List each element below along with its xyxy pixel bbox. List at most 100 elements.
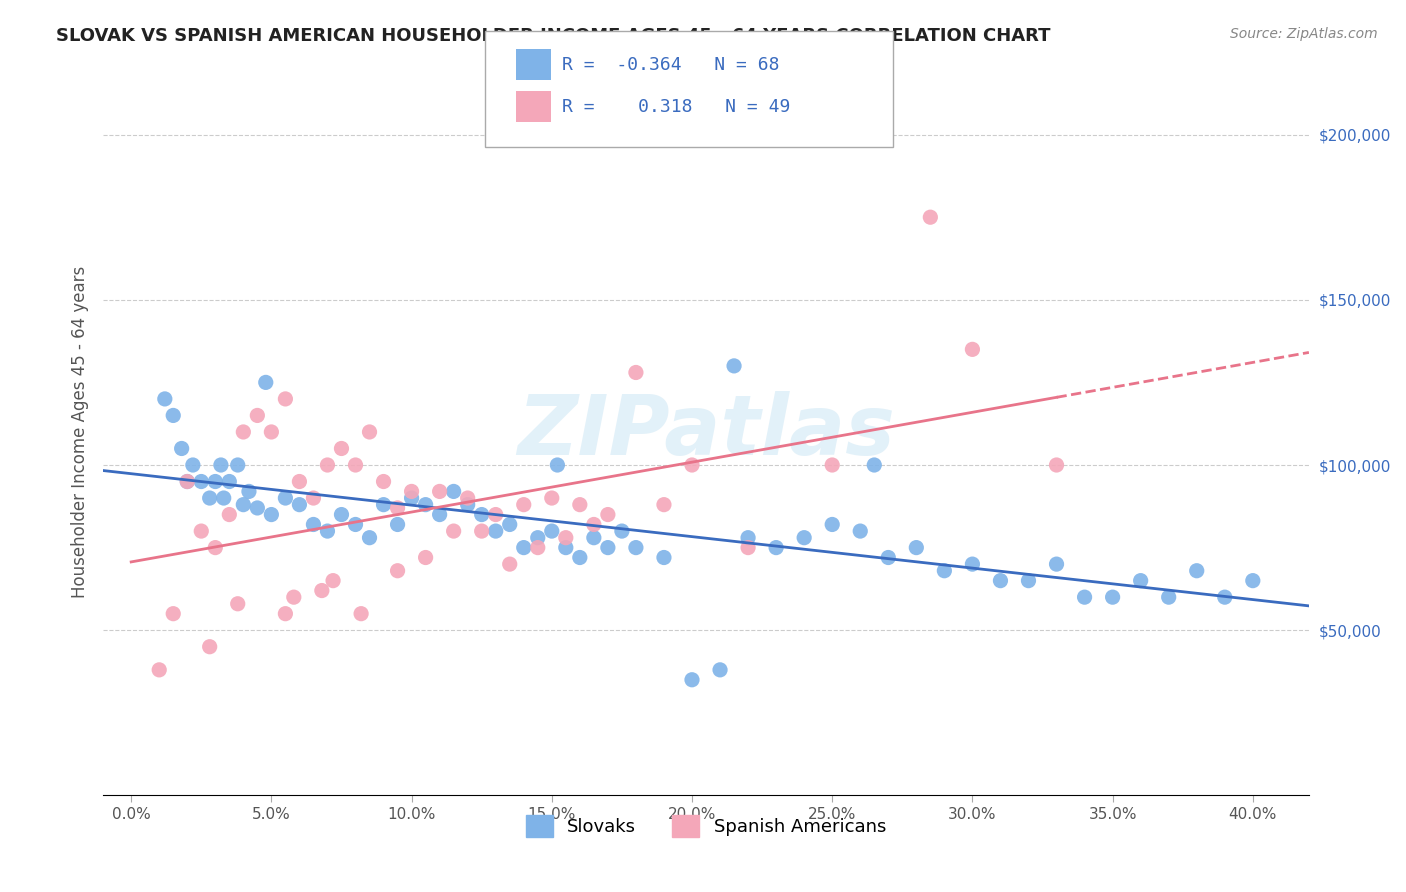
Point [359, 425, 381, 439]
Point [1213, 590, 1236, 604]
Point [582, 531, 605, 545]
Point [162, 607, 184, 621]
Point [624, 366, 647, 380]
Y-axis label: Householder Income Ages 45 - 64 years: Householder Income Ages 45 - 64 years [72, 266, 89, 598]
Point [246, 500, 269, 515]
Point [198, 491, 221, 505]
Point [737, 531, 759, 545]
Point [429, 484, 451, 499]
Point [209, 458, 232, 472]
Point [709, 663, 731, 677]
Point [1045, 458, 1067, 472]
Point [554, 531, 576, 545]
Point [415, 550, 437, 565]
Point [1073, 590, 1095, 604]
Point [990, 574, 1012, 588]
Point [624, 541, 647, 555]
Point [765, 541, 787, 555]
Point [568, 550, 591, 565]
Point [181, 458, 204, 472]
Text: SLOVAK VS SPANISH AMERICAN HOUSEHOLDER INCOME AGES 45 - 64 YEARS CORRELATION CHA: SLOVAK VS SPANISH AMERICAN HOUSEHOLDER I… [56, 27, 1050, 45]
Legend: Slovaks, Spanish Americans: Slovaks, Spanish Americans [519, 808, 893, 845]
Point [582, 517, 605, 532]
Point [401, 484, 423, 499]
Point [232, 425, 254, 439]
Point [218, 475, 240, 489]
Point [387, 500, 409, 515]
Point [274, 607, 297, 621]
Text: R =    0.318   N = 49: R = 0.318 N = 49 [562, 98, 790, 116]
Point [485, 508, 508, 522]
Point [288, 498, 311, 512]
Point [344, 517, 367, 532]
Point [226, 458, 249, 472]
Point [1185, 564, 1208, 578]
Point [821, 458, 844, 472]
Point [443, 524, 465, 538]
Point [232, 498, 254, 512]
Point [330, 442, 353, 456]
Point [148, 663, 170, 677]
Point [350, 607, 373, 621]
Point [198, 640, 221, 654]
Point [1241, 574, 1264, 588]
Point [610, 524, 633, 538]
Point [204, 541, 226, 555]
Text: R =  -0.364   N = 68: R = -0.364 N = 68 [562, 56, 780, 74]
Point [260, 425, 283, 439]
Point [821, 517, 844, 532]
Point [681, 673, 703, 687]
Point [373, 498, 395, 512]
Point [311, 583, 333, 598]
Point [226, 597, 249, 611]
Point [387, 564, 409, 578]
Point [471, 524, 494, 538]
Point [513, 541, 536, 555]
Point [443, 484, 465, 499]
Point [962, 557, 984, 571]
Point [877, 550, 900, 565]
Point [204, 475, 226, 489]
Point [554, 541, 576, 555]
Point [359, 531, 381, 545]
Point [723, 359, 745, 373]
Point [1101, 590, 1123, 604]
Point [457, 491, 479, 505]
Point [737, 541, 759, 555]
Point [260, 508, 283, 522]
Point [302, 517, 325, 532]
Point [499, 557, 522, 571]
Point [401, 491, 423, 505]
Text: ZIPatlas: ZIPatlas [517, 392, 896, 473]
Point [652, 498, 675, 512]
Point [793, 531, 815, 545]
Point [344, 458, 367, 472]
Point [471, 508, 494, 522]
Point [962, 343, 984, 357]
Point [162, 409, 184, 423]
Point [373, 475, 395, 489]
Point [652, 550, 675, 565]
Point [254, 376, 277, 390]
Point [526, 541, 548, 555]
Point [596, 508, 619, 522]
Point [274, 392, 297, 406]
Point [457, 498, 479, 512]
Point [190, 475, 212, 489]
Point [322, 574, 344, 588]
Point [526, 531, 548, 545]
Point [218, 508, 240, 522]
Point [1157, 590, 1180, 604]
Point [499, 517, 522, 532]
Point [540, 491, 562, 505]
Point [681, 458, 703, 472]
Point [190, 524, 212, 538]
Point [302, 491, 325, 505]
Point [934, 564, 956, 578]
Point [429, 508, 451, 522]
Point [153, 392, 176, 406]
Point [1045, 557, 1067, 571]
Point [513, 498, 536, 512]
Text: Source: ZipAtlas.com: Source: ZipAtlas.com [1230, 27, 1378, 41]
Point [1018, 574, 1040, 588]
